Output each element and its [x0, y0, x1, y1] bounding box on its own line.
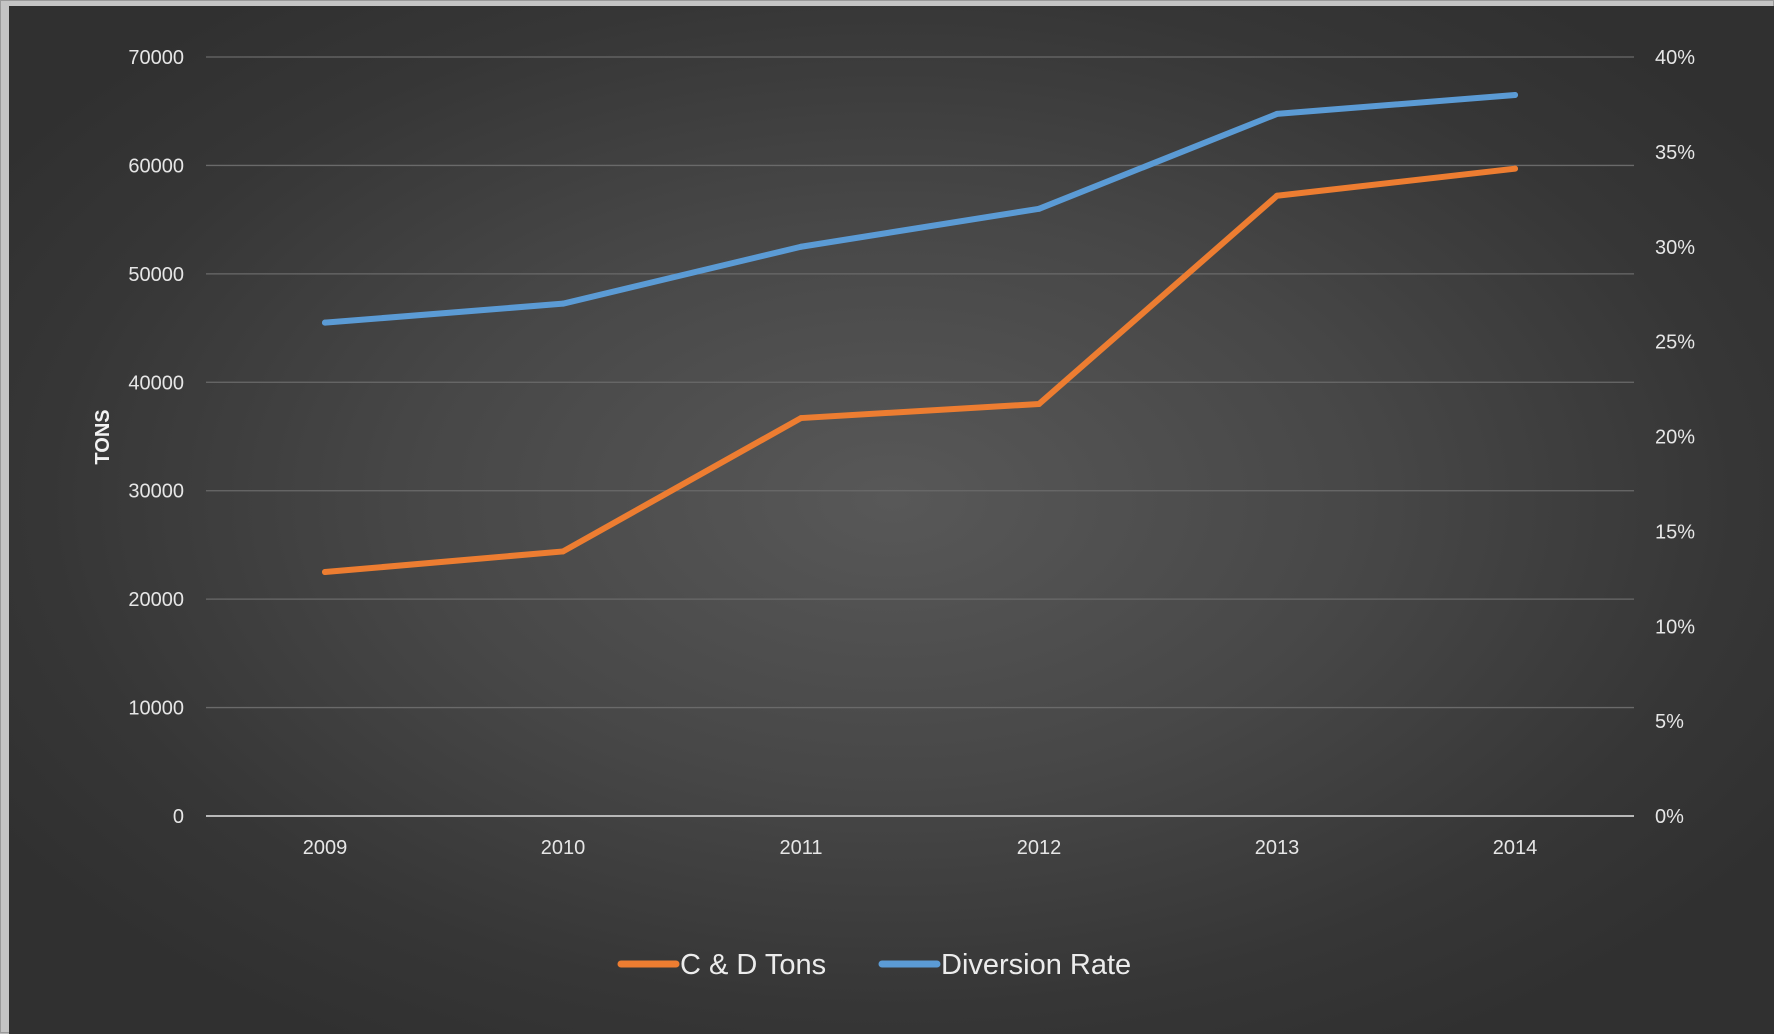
x-tick-label: 2010: [541, 837, 586, 859]
y-tick-label: 10000: [128, 698, 184, 720]
data-point: [1512, 165, 1518, 172]
legend-label: Diversion Rate: [941, 949, 1131, 981]
data-point: [798, 415, 804, 422]
data-point: [322, 569, 328, 576]
x-tick-label: 2013: [1255, 837, 1300, 859]
y2-tick-label: 35%: [1655, 142, 1695, 164]
y2-tick-label: 30%: [1655, 237, 1695, 259]
series-line-0: [322, 165, 1518, 576]
y2-tick-label: 15%: [1655, 521, 1695, 543]
y-tick-label: 60000: [128, 155, 184, 177]
data-point: [560, 300, 566, 307]
x-tick-label: 2012: [1017, 837, 1062, 859]
y-axis-title: TONS: [92, 409, 114, 464]
y-tick-label: 70000: [128, 47, 184, 69]
data-point: [560, 548, 566, 555]
data-point: [1512, 91, 1518, 98]
y2-tick-label: 25%: [1655, 332, 1695, 354]
data-point: [322, 319, 328, 326]
y-tick-label: 0: [173, 806, 184, 828]
y2-tick-label: 0%: [1655, 806, 1684, 828]
series-line-1: [322, 91, 1518, 326]
x-tick-label: 2009: [303, 837, 348, 859]
axes: 0 10000 20000 30000 40000 50000 60000 70000 0% 5%…: [92, 47, 1695, 859]
gridlines: [206, 56, 1634, 709]
y-tick-label: 30000: [128, 481, 184, 503]
y2-tick-label: 20%: [1655, 427, 1695, 449]
x-tick-label: 2014: [1493, 837, 1538, 859]
y2-tick-label: 10%: [1655, 616, 1695, 638]
data-point: [1274, 110, 1280, 117]
legend-label: C & D Tons: [680, 949, 826, 981]
data-point: [798, 243, 804, 250]
y2-tick-label: 5%: [1655, 711, 1684, 733]
x-tick-label: 2011: [779, 837, 822, 859]
y-tick-label: 20000: [128, 589, 184, 611]
y-tick-label: 50000: [128, 264, 184, 286]
data-point: [1274, 192, 1280, 199]
legend: C & D Tons Diversion Rate: [617, 949, 1131, 981]
chart-area: [9, 6, 1774, 1034]
y-tick-label: 40000: [128, 372, 184, 394]
series: [322, 91, 1518, 576]
data-point: [1036, 205, 1042, 212]
y2-tick-label: 40%: [1655, 47, 1695, 69]
data-point: [1036, 400, 1042, 407]
